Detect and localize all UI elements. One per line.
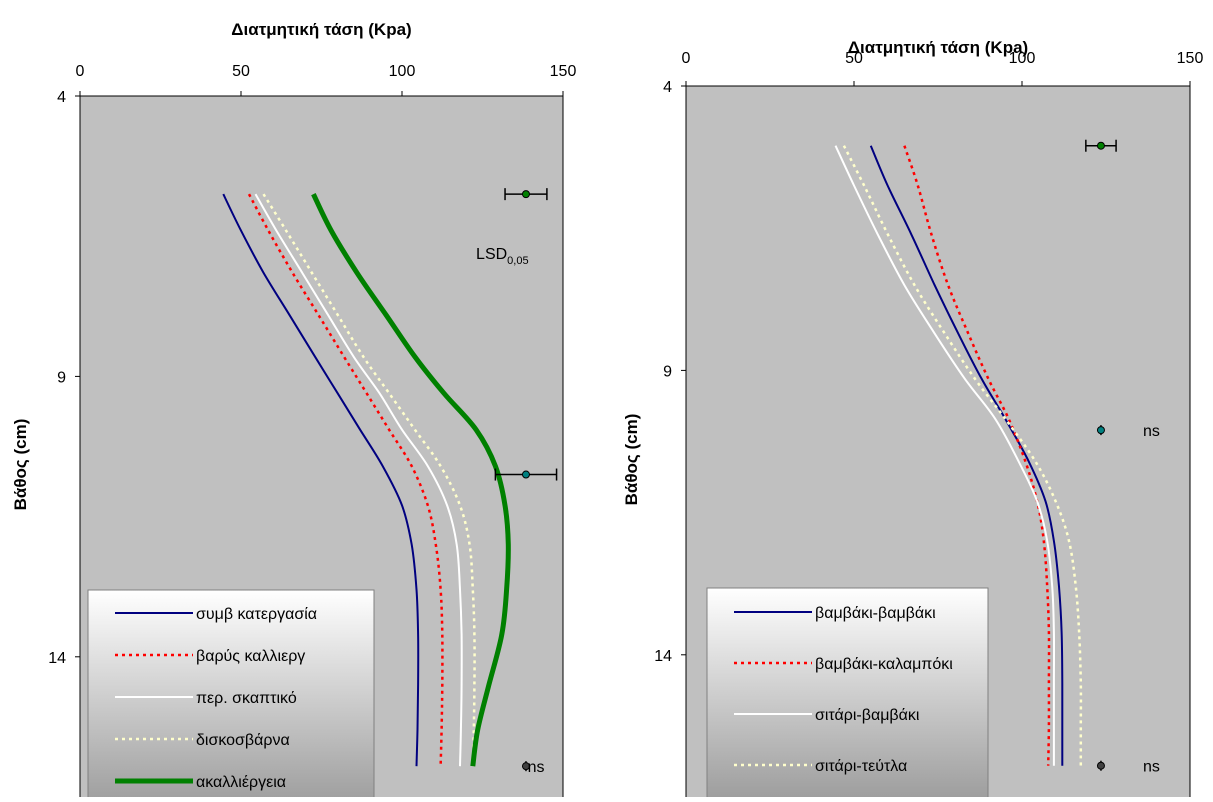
annotation-2: ns xyxy=(528,759,545,776)
legend-label-1: βαμβάκι-βαμβάκι xyxy=(815,605,936,622)
legend-label-2: βαρύς καλλιεργ xyxy=(196,648,305,665)
y-axis-title: Βάθος (cm) xyxy=(11,419,30,511)
error-bar-marker xyxy=(1097,142,1104,149)
legend-label-3: σιτάρι-βαμβάκι xyxy=(815,707,920,724)
chart-panel-2: Διατμητική τάση (Kpa) 0 50 100 150 4 9 14 Βάθος … xyxy=(622,38,1203,797)
x-tick-label: 150 xyxy=(1177,50,1204,67)
y-tick-label: 14 xyxy=(48,650,66,667)
annotation-1: ns xyxy=(1143,423,1160,440)
y-tick-label: 4 xyxy=(663,79,672,96)
x-axis-title: Διατμητική τάση (Kpa) xyxy=(231,20,411,39)
y-axis-title: Βάθος (cm) xyxy=(622,414,641,506)
error-bar-marker xyxy=(522,471,529,478)
x-tick-label: 100 xyxy=(1009,50,1036,67)
y-tick-label: 4 xyxy=(57,89,66,106)
error-bar-marker xyxy=(522,191,529,198)
error-bar-marker xyxy=(1097,762,1104,769)
annotation-2: ns xyxy=(1143,759,1160,776)
error-bar-marker xyxy=(1097,427,1104,434)
x-tick-label: 150 xyxy=(550,63,577,80)
x-tick-label: 0 xyxy=(76,63,85,80)
x-axis-title: Διατμητική τάση (Kpa) xyxy=(848,38,1028,57)
legend: βαμβάκι-βαμβάκι βαμβάκι-καλαμπόκι σιτάρι-β… xyxy=(707,588,988,797)
legend-label-1: συμβ κατεργασία xyxy=(196,606,317,623)
x-tick-label: 50 xyxy=(232,63,250,80)
x-tick-label: 50 xyxy=(845,50,863,67)
legend-label-2: βαμβάκι-καλαμπόκι xyxy=(815,656,953,673)
y-tick-label: 14 xyxy=(654,648,672,665)
y-tick-label: 9 xyxy=(663,363,672,380)
x-tick-label: 0 xyxy=(682,50,691,67)
y-tick-label: 9 xyxy=(57,369,66,386)
legend-label-4: δισκοσβάρνα xyxy=(196,732,290,749)
chart-panel-1: Διατμητική τάση (Kpa) 0 50 100 150 4 9 14 Βάθος … xyxy=(11,20,576,797)
x-tick-label: 100 xyxy=(389,63,416,80)
legend-label-3: περ. σκαπτικό xyxy=(196,690,297,707)
legend-label-4: σιτάρι-τεύτλα xyxy=(815,758,907,775)
legend-label-5: ακαλλιέργεια xyxy=(196,774,286,791)
legend: συμβ κατεργασία βαρύς καλλιεργ περ. σκαπτι… xyxy=(88,590,374,797)
